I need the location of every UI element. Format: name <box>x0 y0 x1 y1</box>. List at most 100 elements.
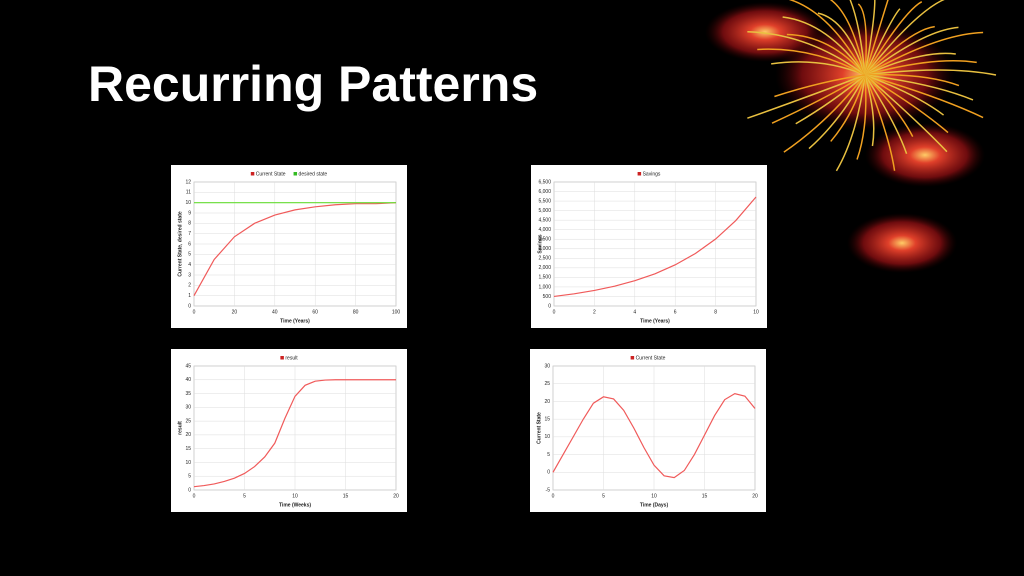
x-tick-label: 20 <box>752 493 758 499</box>
y-tick-label: 4,000 <box>538 227 551 233</box>
y-tick-label: 7 <box>188 231 191 237</box>
y-tick-label: 0 <box>188 303 191 309</box>
y-tick-label: 20 <box>185 432 191 438</box>
y-tick-label: 6,500 <box>538 179 551 185</box>
x-tick-label: 10 <box>651 493 657 499</box>
x-tick-label: 80 <box>353 309 359 315</box>
chart-panel: 0 500 1,000 1,500 2,000 2,500 3,000 3,500 4,000 4… <box>531 165 767 328</box>
y-tick-label: 40 <box>185 377 191 383</box>
x-axis-label: Time (Days) <box>640 502 669 508</box>
y-tick-label: 0 <box>548 303 551 309</box>
legend-swatch <box>280 356 284 360</box>
y-tick-label: 8 <box>188 221 191 227</box>
x-tick-label: 0 <box>553 309 556 315</box>
y-tick-label: 35 <box>185 391 191 397</box>
x-axis-label: Time (Years) <box>640 318 670 324</box>
x-tick-label: 10 <box>292 493 298 499</box>
y-tick-label: 0 <box>547 470 550 476</box>
y-tick-label: 15 <box>544 416 550 422</box>
legend: Current State desired state <box>250 171 328 177</box>
y-tick-label: 4,500 <box>538 217 551 223</box>
x-tick-label: 5 <box>602 493 605 499</box>
y-tick-label: 9 <box>188 210 191 216</box>
y-tick-label: 3,000 <box>538 246 551 252</box>
x-tick-label: 0 <box>193 309 196 315</box>
x-tick-label: 4 <box>633 309 636 315</box>
x-tick-label: 6 <box>674 309 677 315</box>
y-tick-label: 25 <box>185 418 191 424</box>
legend: Savings <box>637 171 661 177</box>
y-tick-label: 4 <box>188 262 191 268</box>
x-tick-label: 20 <box>393 493 399 499</box>
x-tick-label: 60 <box>312 309 318 315</box>
decoration <box>705 0 997 273</box>
x-tick-label: 15 <box>343 493 349 499</box>
y-tick-label: 2 <box>188 283 191 289</box>
y-tick-label: 2,500 <box>538 256 551 262</box>
y-tick-label: 5,500 <box>538 198 551 204</box>
y-tick-label: 6,000 <box>538 189 551 195</box>
y-axis-label: Current State, desired state <box>177 211 183 277</box>
y-axis-label: Savings <box>537 234 543 253</box>
y-tick-label: 1 <box>188 293 191 299</box>
x-tick-label: 100 <box>392 309 401 315</box>
x-tick-label: 40 <box>272 309 278 315</box>
series-line <box>193 202 397 296</box>
legend-swatch <box>250 172 255 176</box>
y-tick-label: 10 <box>185 200 191 206</box>
plot-area <box>553 181 757 307</box>
y-tick-label: 5,000 <box>538 208 551 214</box>
series-line <box>553 196 757 298</box>
y-tick-label: 30 <box>185 405 191 411</box>
slide-title: Recurring Patterns <box>88 56 538 112</box>
x-tick-label: 15 <box>702 493 708 499</box>
y-tick-label: 45 <box>185 363 191 369</box>
y-tick-label: 10 <box>544 434 550 440</box>
x-axis-label: Time (Weeks) <box>279 502 311 508</box>
legend-label: Current State <box>636 355 666 361</box>
x-tick-label: 10 <box>753 309 759 315</box>
y-axis-label: Current State <box>536 412 542 444</box>
series-line <box>193 379 396 488</box>
y-tick-label: 5 <box>188 252 191 258</box>
y-tick-label: 3,500 <box>538 237 551 243</box>
y-tick-label: 6 <box>188 241 191 247</box>
chart-panel: 0 5 10 15 20 25 30 35 40 45 0 5 10 15 20 Time (Weeks) re… <box>171 349 407 512</box>
legend-swatch <box>293 172 298 176</box>
legend-label: Savings <box>643 171 661 177</box>
legend-swatch <box>630 356 635 360</box>
legend-label: desired state <box>299 171 328 177</box>
y-tick-label: 5 <box>188 474 191 480</box>
y-tick-label: 3 <box>188 272 191 278</box>
y-axis-label: result <box>177 421 183 435</box>
x-tick-label: 0 <box>552 493 555 499</box>
x-tick-label: 2 <box>593 309 596 315</box>
series-line <box>552 392 756 479</box>
y-tick-label: 15 <box>185 446 191 452</box>
legend: result <box>280 355 298 361</box>
y-tick-label: 500 <box>543 294 552 300</box>
legend-label: result <box>285 355 298 361</box>
legend-swatch <box>637 172 642 176</box>
y-tick-label: 10 <box>185 460 191 466</box>
y-tick-label: 25 <box>544 381 550 387</box>
x-tick-label: 5 <box>243 493 246 499</box>
x-axis-label: Time (Years) <box>280 318 310 324</box>
y-tick-label: 1,500 <box>538 275 551 281</box>
x-tick-label: 8 <box>714 309 717 315</box>
y-tick-label: 0 <box>188 487 191 493</box>
y-tick-label: 5 <box>547 452 550 458</box>
x-tick-label: 20 <box>232 309 238 315</box>
y-tick-label: 2,000 <box>538 265 551 271</box>
y-tick-label: 20 <box>544 399 550 405</box>
legend: Current State <box>630 355 666 361</box>
y-tick-label: 30 <box>544 363 550 369</box>
legend-label: Current State <box>256 171 286 177</box>
x-tick-label: 0 <box>193 493 196 499</box>
y-tick-label: 1,000 <box>538 284 551 290</box>
y-tick-label: -5 <box>546 487 551 493</box>
y-tick-label: 12 <box>185 179 191 185</box>
